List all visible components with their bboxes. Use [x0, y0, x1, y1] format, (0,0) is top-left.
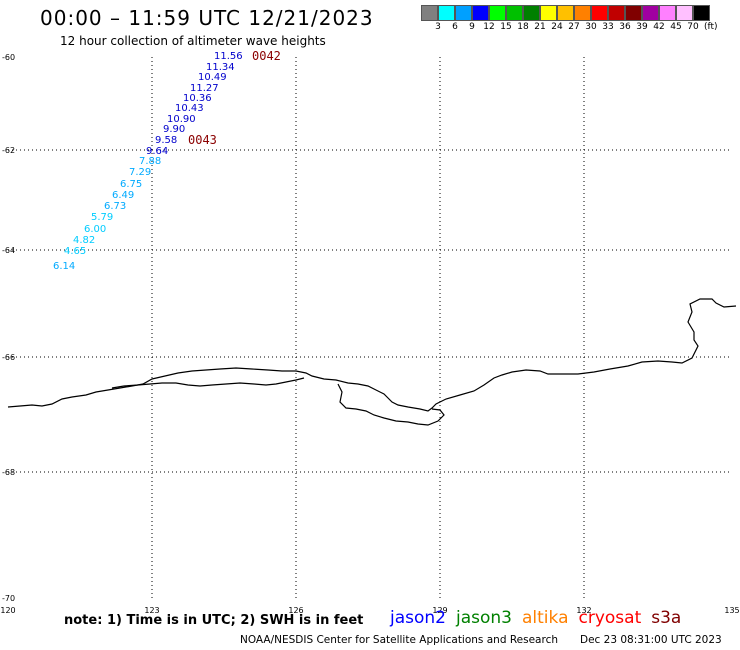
legend-item-cryosat: cryosat — [578, 608, 642, 628]
wave-height-value: 6.49 — [112, 190, 134, 201]
color-scale-label: 33 — [602, 22, 614, 32]
wave-height-points: 11.5611.3410.4911.2710.3610.4310.909.909… — [53, 51, 243, 272]
color-swatch — [489, 5, 506, 21]
wave-height-value: 7.88 — [139, 156, 161, 167]
wave-height-value: 6.75 — [120, 179, 142, 190]
orbit-number-label: 0042 — [252, 49, 281, 63]
latitude-label: -60 — [2, 53, 15, 62]
latitude-label: -70 — [2, 594, 15, 603]
orbit-number-label: 0043 — [188, 133, 217, 147]
color-scale-label: 45 — [670, 22, 682, 32]
latitude-label: -62 — [2, 146, 15, 155]
legend-item-jason2: jason2 — [390, 608, 446, 628]
satellite-legend: jason2 jason3 altika cryosat s3a — [390, 608, 681, 628]
wave-height-value: 10.49 — [198, 72, 227, 83]
wave-height-value: 6.73 — [104, 201, 126, 212]
latitude-label: -66 — [2, 353, 15, 362]
wave-height-value: 6.00 — [84, 224, 106, 235]
legend-item-s3a: s3a — [651, 608, 682, 628]
color-swatch — [608, 5, 625, 21]
longitude-label: 120 — [0, 606, 15, 615]
wave-height-value: 5.79 — [91, 212, 113, 223]
legend-item-jason3: jason3 — [456, 608, 512, 628]
color-swatch — [642, 5, 659, 21]
generation-date: Dec 23 08:31:00 UTC 2023 — [580, 634, 722, 646]
wave-height-value: 9.90 — [163, 124, 185, 135]
coastline-shelf — [337, 383, 445, 426]
color-swatch — [557, 5, 574, 21]
wave-height-value: 10.90 — [167, 114, 196, 125]
color-scale-label: 39 — [636, 22, 648, 32]
wave-height-value: 4.65 — [64, 246, 86, 257]
color-swatch — [591, 5, 608, 21]
longitude-label: 123 — [144, 606, 159, 615]
wave-height-value: 6.14 — [53, 261, 75, 272]
color-swatch — [676, 5, 693, 21]
latitude-label: -64 — [2, 246, 15, 255]
map-title: 00:00 – 11:59 UTC 12/21/2023 — [40, 6, 374, 30]
color-scale-bar — [421, 5, 710, 21]
graticule — [8, 57, 732, 600]
color-scale-label: 42 — [653, 22, 665, 32]
color-swatch — [540, 5, 557, 21]
note-text: note: 1) Time is in UTC; 2) SWH is in fe… — [64, 613, 364, 628]
color-scale-label: 36 — [619, 22, 631, 32]
wave-height-value: 7.29 — [129, 167, 151, 178]
axis-labels: -60 -62 -64 -66 -68 -70 120 123 126 129 132 135 — [0, 53, 739, 615]
color-scale-label: 18 — [517, 22, 529, 32]
color-scale-label: 9 — [469, 22, 475, 32]
color-scale-label: 21 — [534, 22, 546, 32]
legend-item-altika: altika — [522, 608, 569, 628]
color-swatch — [421, 5, 438, 21]
map-frame — [10, 57, 732, 600]
color-swatch — [625, 5, 642, 21]
longitude-label: 129 — [432, 606, 447, 615]
wave-height-value: 9.58 — [155, 135, 177, 146]
coastline-inner-bay — [111, 377, 305, 389]
color-scale-label: 24 — [551, 22, 563, 32]
color-scale-label: 27 — [568, 22, 580, 32]
wave-height-value: 10.36 — [183, 93, 212, 104]
color-scale-label: 6 — [452, 22, 458, 32]
color-swatch — [438, 5, 455, 21]
longitude-label: 132 — [576, 606, 591, 615]
color-scale-label: 15 — [500, 22, 512, 32]
latitude-label: -68 — [2, 468, 15, 477]
color-scale-label: 30 — [585, 22, 597, 32]
color-scale-label: 3 — [435, 22, 441, 32]
color-swatch — [659, 5, 676, 21]
color-swatch — [506, 5, 523, 21]
color-scale-unit: (ft) — [704, 22, 718, 32]
credit-text: NOAA/NESDIS Center for Satellite Applica… — [240, 634, 558, 646]
color-swatch — [574, 5, 591, 21]
wave-height-value: 9.64 — [146, 146, 168, 157]
orbit-labels: 0042 0043 — [188, 49, 281, 147]
map-subtitle: 12 hour collection of altimeter wave hei… — [60, 34, 326, 48]
wave-height-value: 11.56 — [214, 51, 243, 62]
color-scale-labels: 3 6 9 12 15 18 21 24 27 30 33 36 39 42 45 70 (ft) — [421, 22, 740, 34]
wave-height-value: 11.27 — [190, 83, 219, 94]
color-swatch — [455, 5, 472, 21]
color-scale-label: 70 — [687, 22, 699, 32]
longitude-label: 135 — [724, 606, 739, 615]
color-swatch — [693, 5, 710, 21]
wave-height-value: 10.43 — [175, 103, 204, 114]
color-scale-label: 12 — [483, 22, 495, 32]
wave-height-value: 4.82 — [73, 235, 95, 246]
wave-height-value: 11.34 — [206, 62, 235, 73]
longitude-label: 126 — [288, 606, 303, 615]
antarctic-coastline — [7, 298, 737, 412]
color-swatch — [523, 5, 540, 21]
color-swatch — [472, 5, 489, 21]
